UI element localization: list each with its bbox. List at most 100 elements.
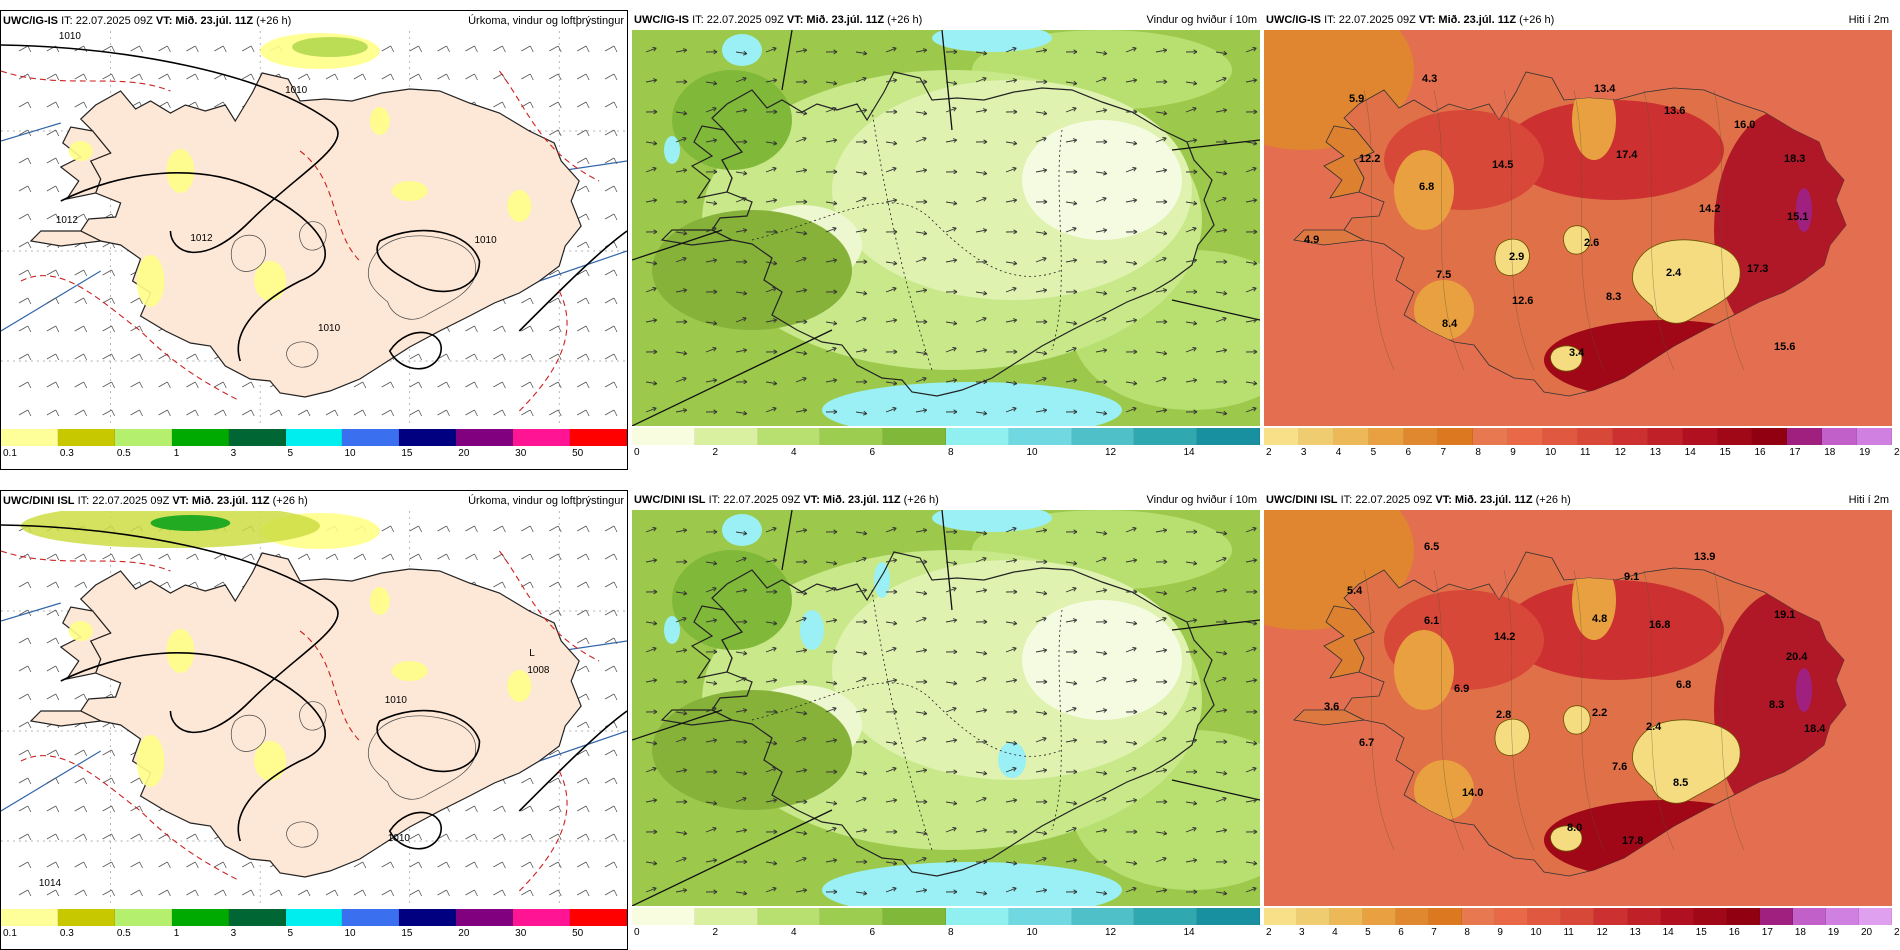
init-time: IT: 22.07.2025 09Z xyxy=(1340,494,1433,506)
color-scale-swatch xyxy=(1462,908,1496,925)
valid-time: VT: Mið. 23.júl. 11Z xyxy=(786,14,885,26)
scale-tick-label: 5 xyxy=(287,928,294,939)
color-scale-swatch xyxy=(1822,428,1858,445)
scale-tick-label: 18 xyxy=(1794,927,1806,938)
color-scale-swatch xyxy=(945,428,1009,445)
map-value-label: 3.4 xyxy=(1569,347,1585,359)
land-area xyxy=(79,552,582,878)
meridian-lines xyxy=(1,122,627,332)
precip-patches xyxy=(68,513,532,787)
color-scale-swatch xyxy=(1197,908,1260,925)
color-scale-bar xyxy=(1264,428,1893,445)
model-name: UWC/DINI ISL xyxy=(3,495,75,507)
map-value-label: 12.2 xyxy=(1359,153,1380,165)
map-value-label: 2.4 xyxy=(1646,721,1662,733)
map-value-label: 6.8 xyxy=(1419,181,1434,193)
map-value-label: 13.4 xyxy=(1594,83,1616,95)
map-value-label: 2.2 xyxy=(1592,707,1607,719)
scale-tick-label: 17 xyxy=(1761,927,1773,938)
panel-header: UWC/DINI ISL IT: 22.07.2025 09Z VT: Mið.… xyxy=(1264,490,1892,510)
scale-tick-label: 30 xyxy=(515,448,527,459)
map-value-label: 4.3 xyxy=(1422,73,1437,85)
precip-map-panel-igis: UWC/IG-IS IT: 22.07.2025 09Z VT: Mið. 23… xyxy=(0,10,628,470)
scale-tick-label: 15 xyxy=(1719,447,1731,458)
map-value-label: 6.8 xyxy=(1676,679,1691,691)
color-scale-swatch xyxy=(1297,908,1331,925)
scale-tick-label: 4 xyxy=(791,447,797,458)
color-scale-swatch xyxy=(1660,908,1694,925)
scale-tick-label: 3 xyxy=(1300,447,1307,458)
color-scale-swatch xyxy=(1363,908,1397,925)
scale-tick-label: 30 xyxy=(515,928,527,939)
map-value-label: 7.5 xyxy=(1436,269,1451,281)
snaefellsnes xyxy=(29,230,103,247)
isotherms xyxy=(1,550,600,892)
lead-time: (+26 h) xyxy=(887,14,923,26)
color-scale-swatch xyxy=(456,909,514,926)
map-value-label: 2.6 xyxy=(1584,237,1599,249)
color-scale-swatch xyxy=(1792,908,1826,925)
color-scale-swatch xyxy=(1543,428,1579,445)
map-value-label: 2.8 xyxy=(1496,709,1511,721)
color-scale-swatch xyxy=(1071,908,1135,925)
scale-tick-label: 2 xyxy=(1266,447,1272,458)
scale-tick-label: 14 xyxy=(1183,927,1195,938)
color-scale-swatch xyxy=(513,429,571,446)
color-scale-swatch xyxy=(632,908,695,925)
scale-tick-label: 3 xyxy=(230,448,237,459)
color-scale-swatch xyxy=(1438,428,1474,445)
color-scale-swatch xyxy=(171,429,229,446)
scale-tick-label: 11 xyxy=(1563,927,1574,938)
map-value-label: 16.8 xyxy=(1649,619,1670,631)
panel-header: UWC/DINI ISL IT: 22.07.2025 09Z VT: Mið.… xyxy=(632,490,1260,510)
scale-tick-label: 16 xyxy=(1728,927,1740,938)
map-value-label: 3.6 xyxy=(1324,701,1339,713)
color-scale-ticks: 0.1 0.3 0.5 1 3 5 10 15 20 30 50 xyxy=(1,928,627,942)
color-scale-swatch xyxy=(513,909,571,926)
color-scale-swatch xyxy=(694,908,758,925)
scale-tick-label: 20 xyxy=(1860,927,1873,938)
scale-tick-label: 2 xyxy=(712,927,719,938)
color-scale-swatch xyxy=(1682,428,1718,445)
scale-tick-label: 2 xyxy=(712,447,719,458)
map-value-label: L xyxy=(529,648,535,659)
map-value-label: 17.3 xyxy=(1747,263,1768,275)
model-name: UWC/IG-IS xyxy=(1266,14,1321,26)
color-scale-swatch xyxy=(285,909,343,926)
temp-map: 6.5 13.9 5.4 9.1 6.1 14.2 4.8 16.8 19.1 20.4 6.9 6.… xyxy=(1264,510,1892,906)
init-time: IT: 22.07.2025 09Z xyxy=(708,494,801,506)
scale-tick-label: 10 xyxy=(1026,927,1038,938)
isotherms xyxy=(1,70,600,412)
map-value-label: 1010 xyxy=(385,695,408,706)
color-scale-swatch xyxy=(1594,908,1628,925)
color-scale-swatch xyxy=(1396,908,1430,925)
gust-patches xyxy=(664,30,1122,426)
model-name: UWC/DINI ISL xyxy=(1266,494,1338,506)
scale-tick-label: 50 xyxy=(572,448,584,459)
color-scale-swatch xyxy=(114,909,172,926)
gust-patches xyxy=(664,510,1122,906)
map-value-label: 1014 xyxy=(39,878,62,889)
wind-arrow-field xyxy=(645,526,1258,896)
scale-tick-label: 9 xyxy=(1510,447,1516,458)
init-time: IT: 22.07.2025 09Z xyxy=(77,495,170,507)
scale-tick-label: 1 xyxy=(173,448,180,459)
scale-tick-label: 15 xyxy=(401,448,413,459)
color-scale-swatch xyxy=(114,429,172,446)
map-value-label: 6.9 xyxy=(1454,683,1469,695)
color-scale-swatch xyxy=(1264,428,1299,445)
color-scale-bar xyxy=(632,908,1260,925)
color-scale-ticks: 0.1 0.3 0.5 1 3 5 10 15 20 30 50 xyxy=(1,448,627,462)
color-scale-swatch xyxy=(1473,428,1509,445)
panel-header: UWC/IG-IS IT: 22.07.2025 09Z VT: Mið. 23… xyxy=(1,11,627,31)
map-value-label: 5.9 xyxy=(1349,93,1364,105)
temp-map-panel-dini: UWC/DINI ISL IT: 22.07.2025 09Z VT: Mið.… xyxy=(1264,490,1900,950)
color-scale-swatch xyxy=(399,909,457,926)
map-value-label: 5.4 xyxy=(1347,585,1363,597)
scale-tick-label: 7 xyxy=(1431,927,1437,938)
scale-tick-label: 17 xyxy=(1789,447,1801,458)
color-scale-swatch xyxy=(1298,428,1334,445)
map-value-label: 8.3 xyxy=(1769,699,1784,711)
color-scale-swatch xyxy=(945,908,1009,925)
scale-tick-label: 5 xyxy=(1365,927,1371,938)
